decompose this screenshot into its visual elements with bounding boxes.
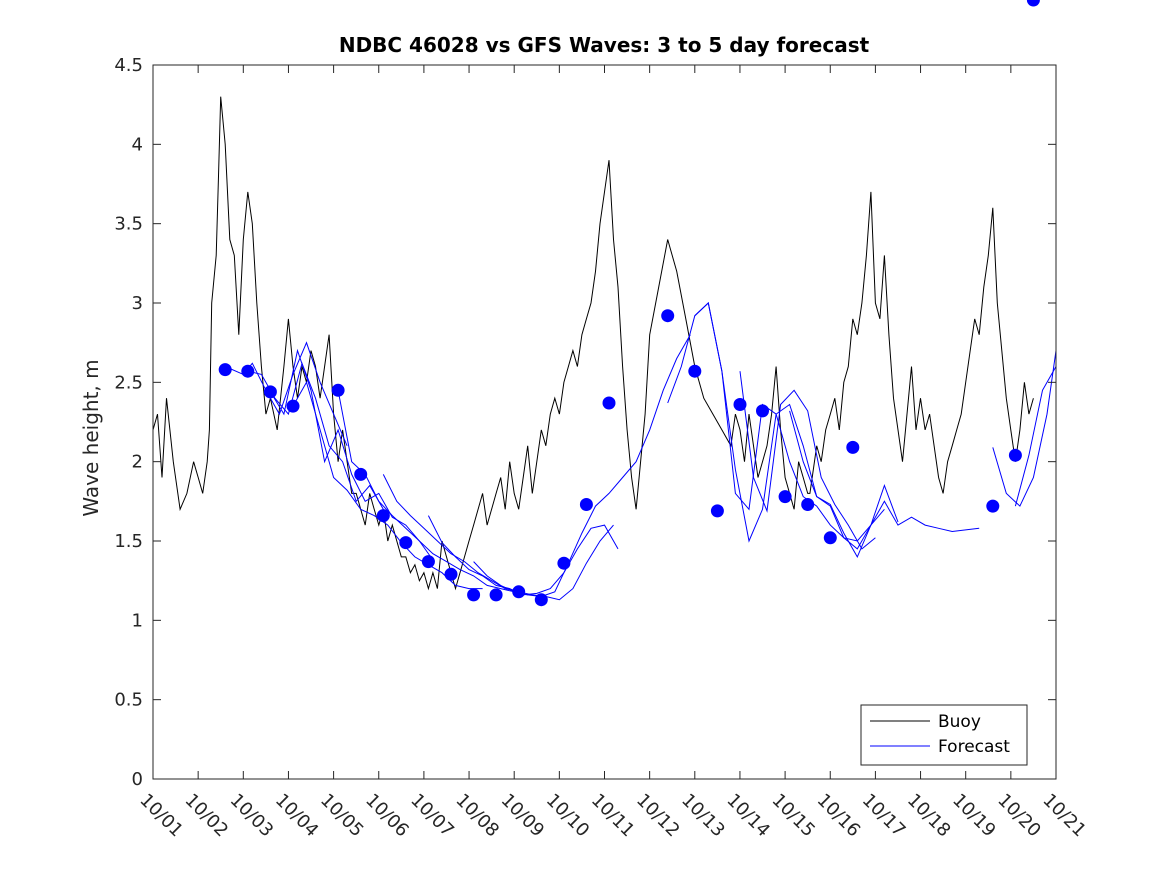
forecast-series-line-4 <box>292 381 483 590</box>
y-axis-label: Wave height, m <box>79 359 103 516</box>
x-tick-label: 10/20 <box>993 790 1045 842</box>
forecast-marker <box>421 555 435 569</box>
legend: Buoy Forecast <box>860 704 1028 766</box>
forecast-marker <box>778 490 792 504</box>
x-tick-label: 10/06 <box>361 790 413 842</box>
forecast-marker <box>444 567 458 581</box>
forecast-series-line-5 <box>337 390 528 596</box>
forecast-marker <box>376 509 390 523</box>
forecast-series-line-11 <box>739 371 876 550</box>
y-tick-label: 0 <box>132 769 143 790</box>
legend-forecast-label: Forecast <box>938 737 1010 757</box>
forecast-series-line-8 <box>473 334 691 598</box>
x-tick-label: 10/18 <box>903 790 955 842</box>
forecast-series-line-6 <box>382 474 614 601</box>
forecast-marker <box>846 440 860 454</box>
forecast-series-line-13 <box>992 350 1057 507</box>
y-tick-label: 2.5 <box>114 372 143 393</box>
forecast-marker <box>756 404 769 418</box>
forecast-marker <box>286 399 300 413</box>
forecast-marker <box>218 363 232 377</box>
plot-area <box>152 0 1057 779</box>
forecast-marker <box>733 398 747 411</box>
y-tick-label: 4 <box>132 134 143 155</box>
x-tick-label: 10/03 <box>226 790 278 842</box>
forecast-marker <box>602 396 616 410</box>
x-tick-label: 10/21 <box>1038 790 1090 842</box>
x-tick-label: 10/13 <box>677 790 729 842</box>
forecast-marker <box>688 364 702 378</box>
x-tick-label: 10/17 <box>858 790 910 842</box>
forecast-marker <box>1026 0 1040 7</box>
y-tick-label: 3 <box>132 293 143 314</box>
forecast-series-line-10 <box>694 302 899 550</box>
forecast-marker <box>467 588 481 602</box>
x-tick-label: 10/14 <box>722 790 774 842</box>
forecast-marker <box>399 536 413 550</box>
forecast-marker <box>557 556 571 570</box>
x-tick-label: 10/16 <box>813 790 865 842</box>
forecast-marker <box>801 498 815 511</box>
x-tick-label: 10/19 <box>948 790 1000 842</box>
forecast-marker <box>1008 448 1022 462</box>
forecast-marker <box>661 309 675 323</box>
x-tick-label: 10/01 <box>135 790 187 842</box>
forecast-marker <box>354 467 368 481</box>
y-tick-label: 4.5 <box>114 55 143 76</box>
forecast-marker <box>710 504 724 518</box>
legend-buoy-label: Buoy <box>938 712 981 732</box>
forecast-series-line-14 <box>1014 366 1057 507</box>
legend-box <box>860 704 1028 766</box>
x-tick-label: 10/02 <box>181 790 233 842</box>
y-tick-label: 1 <box>132 610 143 631</box>
x-tick-label: 10/05 <box>316 790 368 842</box>
forecast-marker <box>986 499 1000 513</box>
forecast-marker <box>512 585 526 599</box>
forecast-marker <box>331 383 345 397</box>
forecast-series-line-12 <box>789 410 885 559</box>
x-tick-label: 10/07 <box>406 790 458 842</box>
forecast-marker <box>823 531 837 545</box>
forecast-marker <box>241 364 255 378</box>
chart-title: NDBC 46028 vs GFS Waves: 3 to 5 day fore… <box>339 33 870 57</box>
x-tick-label: 10/15 <box>768 790 820 842</box>
forecast-marker <box>579 498 593 511</box>
x-tick-label: 10/10 <box>542 790 594 842</box>
forecast-marker <box>534 593 548 607</box>
x-tick-label: 10/08 <box>452 790 504 842</box>
plot-background <box>153 65 1056 779</box>
x-tick-label: 10/04 <box>271 790 323 842</box>
y-tick-label: 3.5 <box>114 214 143 235</box>
forecast-marker <box>489 588 503 602</box>
y-tick-label: 2 <box>132 452 143 473</box>
y-tick-label: 1.5 <box>114 531 143 552</box>
y-tick-label: 0.5 <box>114 690 143 711</box>
x-tick-label: 10/09 <box>497 790 549 842</box>
forecast-marker <box>263 385 277 399</box>
x-tick-label: 10/11 <box>587 790 639 842</box>
forecast-series-line-3 <box>269 348 434 561</box>
x-tick-label: 10/12 <box>632 790 684 842</box>
